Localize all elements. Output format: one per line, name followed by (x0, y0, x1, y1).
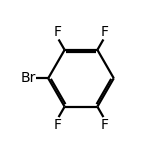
Text: Br: Br (20, 71, 36, 85)
Text: F: F (53, 25, 61, 39)
Text: F: F (101, 118, 109, 132)
Text: F: F (101, 25, 109, 39)
Text: F: F (53, 118, 61, 132)
